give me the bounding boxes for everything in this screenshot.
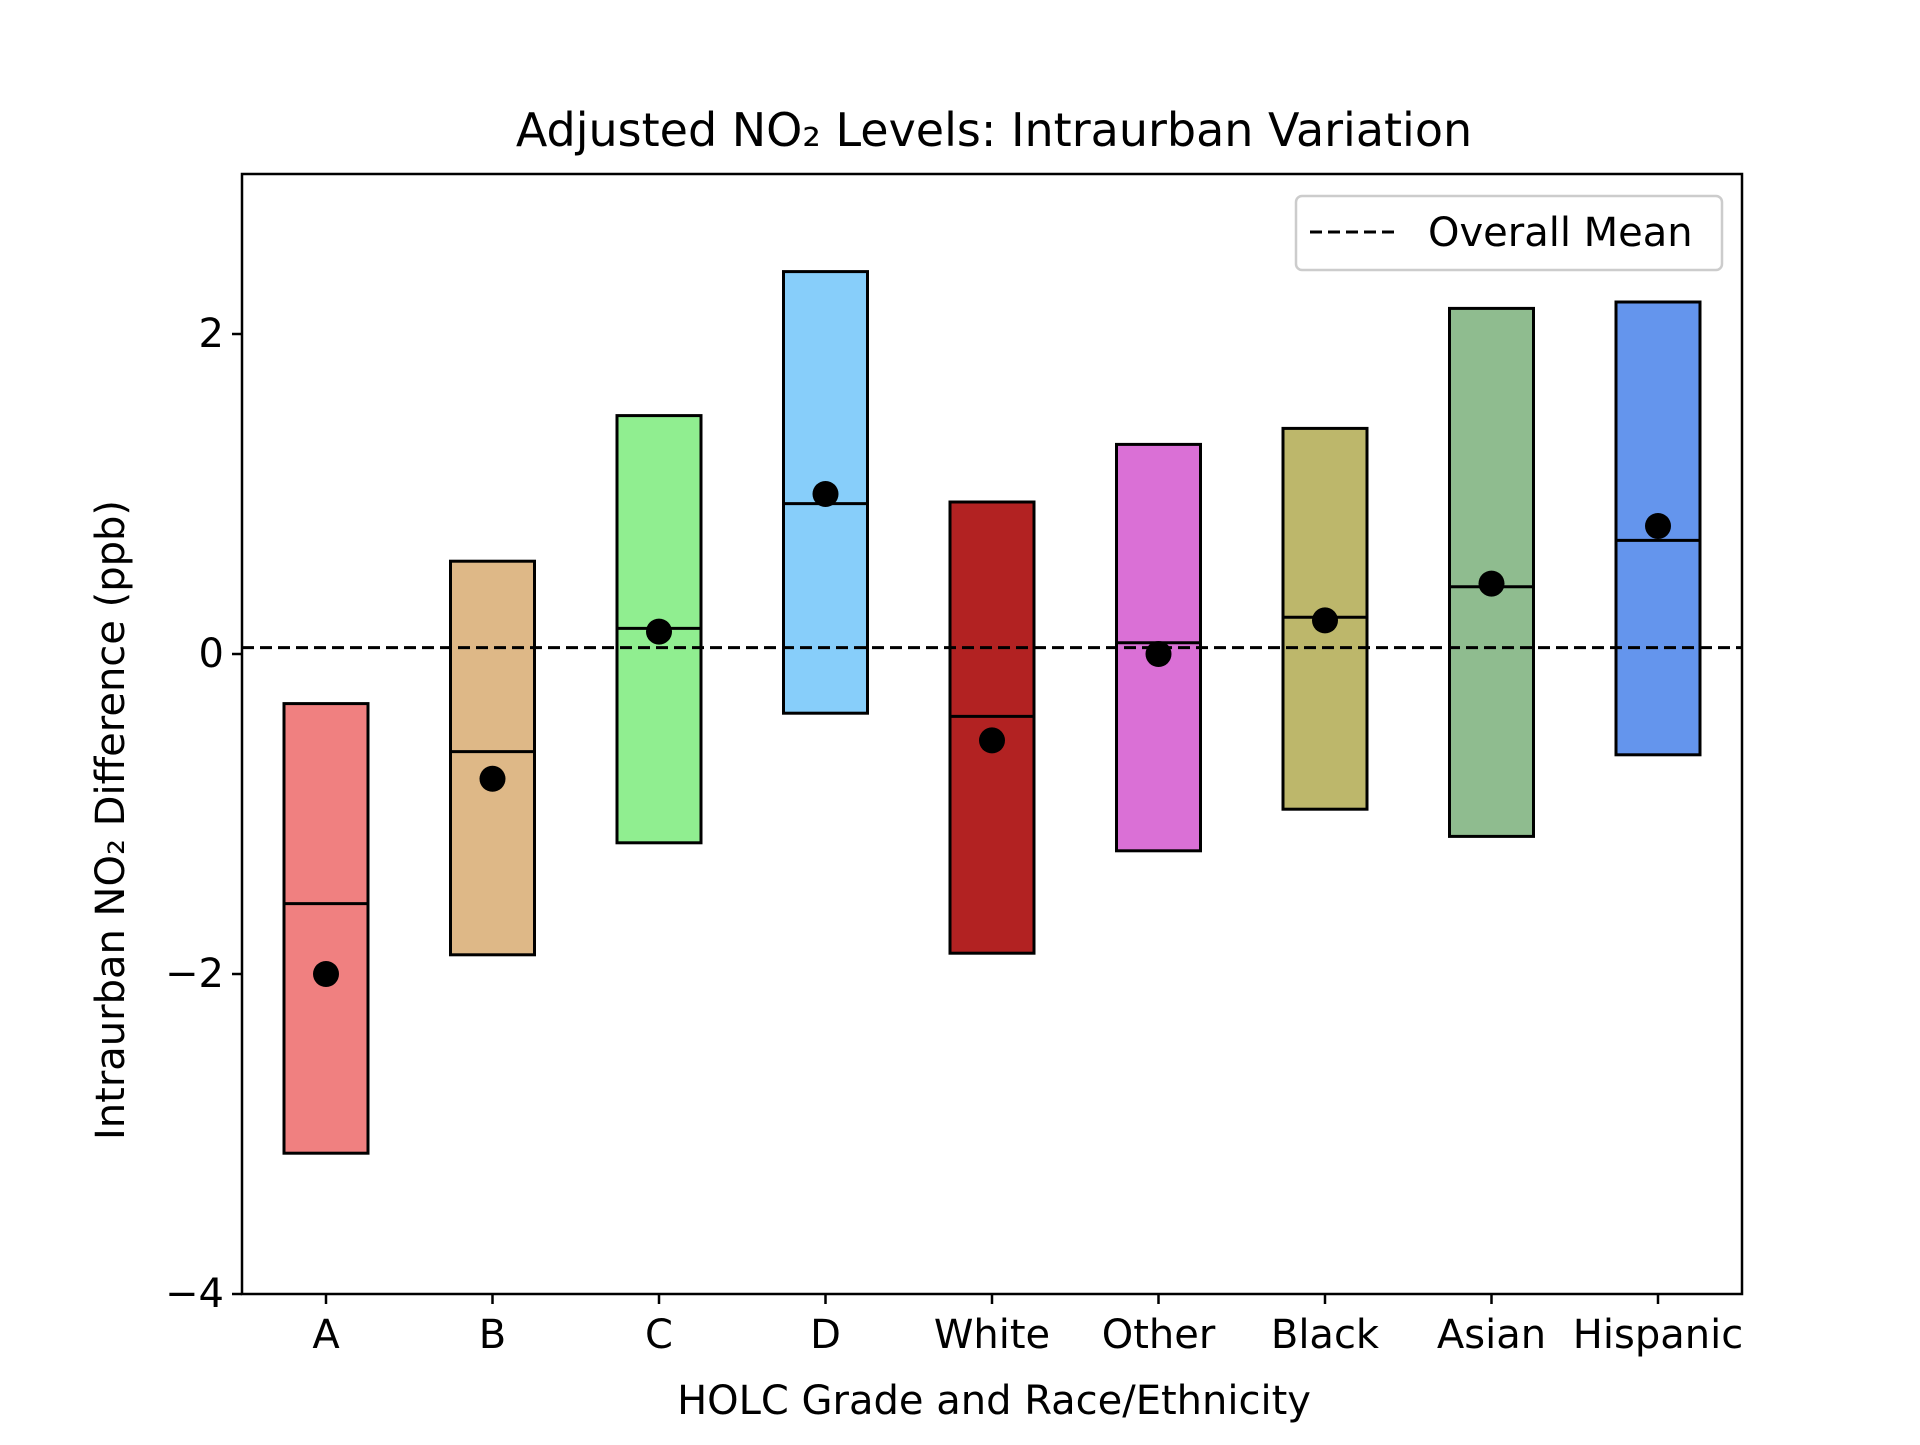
legend-frame — [1294, 194, 1724, 272]
legend: Overall Mean — [1294, 194, 1724, 272]
mean-point-d — [812, 481, 839, 507]
x-tick-label: C — [645, 1312, 673, 1358]
y-tick-label: 2 — [199, 311, 224, 357]
mean-point-hispanic — [1645, 513, 1671, 539]
x-tick-label: Other — [1102, 1312, 1216, 1358]
x-axis-label: HOLC Grade and Race/Ethnicity — [677, 1378, 1311, 1424]
x-tick-label: A — [312, 1312, 340, 1358]
x-tick-label: D — [810, 1312, 841, 1358]
axes: −4 −2 0 2 A B C D White Other Black Asian Hispanic — [165, 172, 1744, 1358]
x-tick-label: Black — [1271, 1312, 1380, 1358]
mean-point-b — [479, 765, 506, 792]
mean-point-other — [1145, 641, 1172, 667]
mean-point-asian — [1478, 570, 1505, 597]
box-b — [449, 559, 536, 957]
mean-point-c — [646, 618, 672, 645]
x-tick-label: Hispanic — [1573, 1312, 1743, 1358]
mean-point-a — [313, 961, 339, 987]
x-tick-label: Asian — [1437, 1312, 1546, 1358]
y-tick-label: −2 — [165, 951, 224, 997]
y-tick-label: −4 — [165, 1271, 224, 1317]
mean-point-white — [979, 727, 1005, 754]
plot-area — [242, 270, 1742, 1155]
box-a — [282, 702, 370, 1155]
y-tick-label: 0 — [199, 631, 224, 677]
y-axis-label: Intraurban NO₂ Difference (ppb) — [88, 500, 134, 1140]
chart-title: Adjusted NO₂ Levels: Intraurban Variatio… — [516, 103, 1472, 157]
box-white — [948, 500, 1036, 955]
x-tick-label: White — [934, 1312, 1050, 1358]
x-tick-label: B — [479, 1312, 506, 1358]
mean-point-black — [1312, 607, 1338, 634]
legend-entry-overall-mean: Overall Mean — [1428, 210, 1693, 256]
